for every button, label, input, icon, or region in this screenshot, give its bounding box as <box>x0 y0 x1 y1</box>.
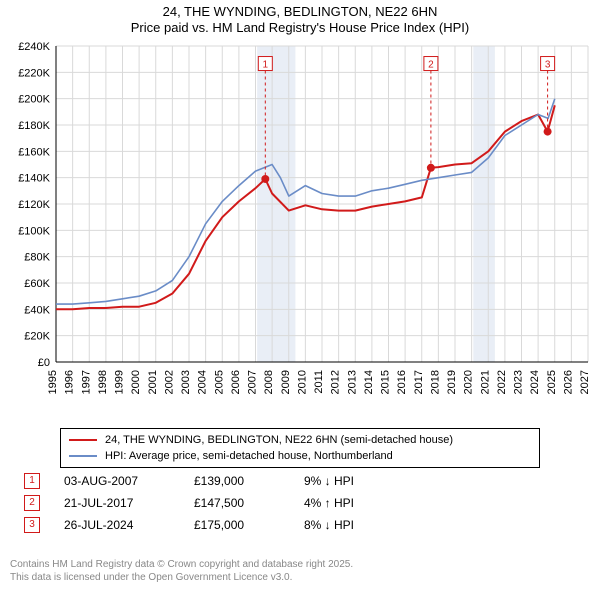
svg-text:£200K: £200K <box>18 94 50 106</box>
svg-text:1998: 1998 <box>97 370 109 394</box>
svg-text:2018: 2018 <box>429 370 441 394</box>
svg-text:£120K: £120K <box>18 199 50 211</box>
svg-text:2022: 2022 <box>496 370 508 394</box>
table-row: 1 03-AUG-2007 £139,000 9% ↓ HPI <box>24 470 414 492</box>
chart-svg: £0 £20K £40K £60K £80K £100K £120K £140K £160K £1… <box>6 40 594 420</box>
svg-text:£220K: £220K <box>18 67 50 79</box>
sale-date: 03-AUG-2007 <box>64 474 194 488</box>
svg-text:£240K: £240K <box>18 41 50 53</box>
sale-delta: 9% ↓ HPI <box>304 474 414 488</box>
svg-text:£20K: £20K <box>24 331 50 343</box>
svg-text:2003: 2003 <box>180 370 192 394</box>
table-row: 2 21-JUL-2017 £147,500 4% ↑ HPI <box>24 492 414 514</box>
sales-table: 1 03-AUG-2007 £139,000 9% ↓ HPI 2 21-JUL… <box>24 470 414 536</box>
svg-text:2014: 2014 <box>363 370 375 394</box>
svg-text:2025: 2025 <box>546 370 558 394</box>
svg-text:1999: 1999 <box>114 370 126 394</box>
title-line-1: 24, THE WYNDING, BEDLINGTON, NE22 6HN <box>0 4 600 20</box>
svg-text:£140K: £140K <box>18 173 50 185</box>
svg-text:3: 3 <box>545 60 551 71</box>
svg-text:2023: 2023 <box>513 370 525 394</box>
svg-text:£60K: £60K <box>24 278 50 290</box>
marker-box-2: 2 <box>24 495 40 511</box>
svg-text:2005: 2005 <box>213 370 225 394</box>
svg-text:2009: 2009 <box>280 370 292 394</box>
sale-delta: 4% ↑ HPI <box>304 496 414 510</box>
footer-line-2: This data is licensed under the Open Gov… <box>10 572 590 585</box>
svg-text:1995: 1995 <box>47 370 59 394</box>
footer: Contains HM Land Registry data © Crown c… <box>10 559 590 584</box>
sale-price: £139,000 <box>194 474 304 488</box>
svg-text:£80K: £80K <box>24 252 50 264</box>
svg-text:2002: 2002 <box>163 370 175 394</box>
svg-text:2013: 2013 <box>346 370 358 394</box>
svg-text:2027: 2027 <box>579 370 591 394</box>
svg-text:£160K: £160K <box>18 146 50 158</box>
chart: £0 £20K £40K £60K £80K £100K £120K £140K £160K £1… <box>6 40 594 420</box>
sale-date: 21-JUL-2017 <box>64 496 194 510</box>
svg-text:2024: 2024 <box>529 370 541 394</box>
svg-text:£100K: £100K <box>18 225 50 237</box>
svg-text:£180K: £180K <box>18 120 50 132</box>
table-row: 3 26-JUL-2024 £175,000 8% ↓ HPI <box>24 514 414 536</box>
svg-text:2017: 2017 <box>413 370 425 394</box>
sale-delta: 8% ↓ HPI <box>304 518 414 532</box>
svg-text:£40K: £40K <box>24 304 50 316</box>
svg-text:2016: 2016 <box>396 370 408 394</box>
svg-text:2001: 2001 <box>147 370 159 394</box>
legend-swatch-hpi <box>69 455 97 457</box>
legend-label-hpi: HPI: Average price, semi-detached house,… <box>105 450 393 462</box>
svg-text:2000: 2000 <box>130 370 142 394</box>
svg-text:2011: 2011 <box>313 370 325 394</box>
svg-text:2010: 2010 <box>296 370 308 394</box>
legend: 24, THE WYNDING, BEDLINGTON, NE22 6HN (s… <box>60 428 540 468</box>
svg-text:2019: 2019 <box>446 370 458 394</box>
legend-swatch-property <box>69 439 97 441</box>
svg-text:2012: 2012 <box>330 370 342 394</box>
chart-container: 24, THE WYNDING, BEDLINGTON, NE22 6HN Pr… <box>0 0 600 590</box>
svg-text:1997: 1997 <box>80 370 92 394</box>
legend-label-property: 24, THE WYNDING, BEDLINGTON, NE22 6HN (s… <box>105 434 453 446</box>
svg-text:2015: 2015 <box>380 370 392 394</box>
svg-text:2026: 2026 <box>562 370 574 394</box>
svg-text:2006: 2006 <box>230 370 242 394</box>
marker-box-1: 1 <box>24 473 40 489</box>
svg-text:2007: 2007 <box>247 370 259 394</box>
svg-text:2004: 2004 <box>197 370 209 394</box>
svg-text:2008: 2008 <box>263 370 275 394</box>
sale-price: £147,500 <box>194 496 304 510</box>
svg-text:2021: 2021 <box>479 370 491 394</box>
svg-text:1996: 1996 <box>64 370 76 394</box>
sale-price: £175,000 <box>194 518 304 532</box>
legend-item-hpi: HPI: Average price, semi-detached house,… <box>69 448 531 464</box>
svg-text:1: 1 <box>263 60 269 71</box>
sale-date: 26-JUL-2024 <box>64 518 194 532</box>
svg-text:2020: 2020 <box>463 370 475 394</box>
footer-line-1: Contains HM Land Registry data © Crown c… <box>10 559 590 572</box>
title-line-2: Price paid vs. HM Land Registry's House … <box>0 20 600 36</box>
svg-text:£0: £0 <box>38 357 50 369</box>
marker-box-3: 3 <box>24 517 40 533</box>
title-block: 24, THE WYNDING, BEDLINGTON, NE22 6HN Pr… <box>0 0 600 37</box>
svg-text:2: 2 <box>428 60 434 71</box>
legend-item-property: 24, THE WYNDING, BEDLINGTON, NE22 6HN (s… <box>69 432 531 448</box>
